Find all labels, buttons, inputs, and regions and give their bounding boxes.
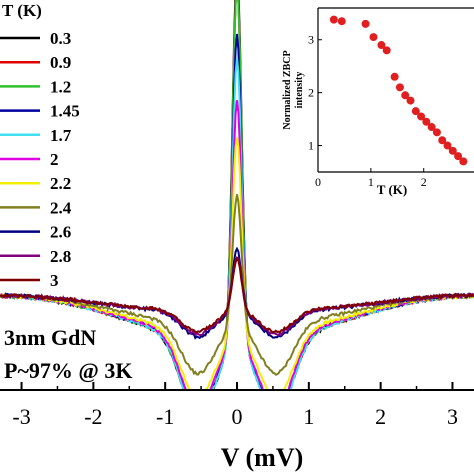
inset-y-tick-label: 2 xyxy=(308,86,314,100)
inset-data-point xyxy=(417,112,426,121)
legend-label-0.3: 0.3 xyxy=(50,29,71,48)
x-tick-label: -1 xyxy=(156,404,174,429)
inset-chart: 0 1 2 1 2 3 T (K) Normalized ZBCP intensity xyxy=(282,4,474,198)
inset-data-point xyxy=(427,123,436,132)
inset-data-point xyxy=(369,33,378,42)
inset-data-point xyxy=(377,41,386,50)
inset-data-point xyxy=(432,128,441,137)
main-plot xyxy=(0,0,474,390)
inset-data-point xyxy=(443,141,452,150)
legend-label-2: 2 xyxy=(50,150,59,169)
main-axes: -3 -2 -1 0 1 2 3 xyxy=(0,382,474,429)
inset-data-point xyxy=(406,96,415,105)
inset-y-tick-label: 3 xyxy=(308,33,314,47)
inset-data-point xyxy=(401,91,410,100)
inset-x-axis-title: T (K) xyxy=(377,182,407,197)
inset-data-point xyxy=(337,17,346,26)
series-2.2-line xyxy=(0,137,474,390)
x-tick-label: 2 xyxy=(375,404,386,429)
inset-x-tick-label: 1 xyxy=(368,175,374,189)
series-3-line xyxy=(0,256,474,334)
legend-label-2.4: 2.4 xyxy=(50,198,72,217)
inset-data-point xyxy=(411,107,420,116)
inset-data-point xyxy=(438,136,447,145)
legend-label-0.9: 0.9 xyxy=(50,53,71,72)
inset-data-point xyxy=(361,19,370,28)
inset-background xyxy=(312,4,474,198)
legend-title: T (K) xyxy=(2,1,42,20)
series-2.8-line xyxy=(0,256,474,337)
inset-data-point xyxy=(329,15,338,24)
x-tick-label: -3 xyxy=(12,404,30,429)
inset-x-tick-label: 2 xyxy=(421,175,427,189)
legend-label-3: 3 xyxy=(50,271,59,290)
annotation-polarization: P~97% @ 3K xyxy=(4,358,132,383)
inset-y-axis-title-line2: intensity xyxy=(294,72,305,109)
inset-data-point xyxy=(390,72,399,81)
legend-label-2.6: 2.6 xyxy=(50,223,71,242)
x-axis-title: V (mV) xyxy=(221,443,304,472)
legend: T (K) 0.3 0.9 1.2 1.45 1.7 2 2.2 2.4 2.6 2.8 3 xyxy=(0,1,80,290)
x-tick-label: -2 xyxy=(84,404,102,429)
inset-data-point xyxy=(454,152,463,161)
legend-label-1.45: 1.45 xyxy=(50,102,80,121)
inset-data-point xyxy=(382,46,391,55)
legend-label-2.8: 2.8 xyxy=(50,247,71,266)
inset-x-tick-label: 0 xyxy=(315,175,321,189)
inset-data-point xyxy=(448,146,457,155)
x-tick-label: 1 xyxy=(303,404,314,429)
x-tick-label: 0 xyxy=(232,404,243,429)
inset-data-point xyxy=(395,83,404,92)
inset-y-tick-label: 1 xyxy=(308,139,314,153)
legend-label-2.2: 2.2 xyxy=(50,174,71,193)
annotation-sample: 3nm GdN xyxy=(4,325,96,350)
inset-data-point xyxy=(422,117,431,126)
x-tick-label: 3 xyxy=(447,404,458,429)
legend-label-1.2: 1.2 xyxy=(50,77,71,96)
series-2.4-line xyxy=(0,194,474,376)
inset-y-axis-title-line1: Normalized ZBCP xyxy=(282,50,293,129)
inset-data-point xyxy=(459,157,468,166)
legend-label-1.7: 1.7 xyxy=(50,126,72,145)
